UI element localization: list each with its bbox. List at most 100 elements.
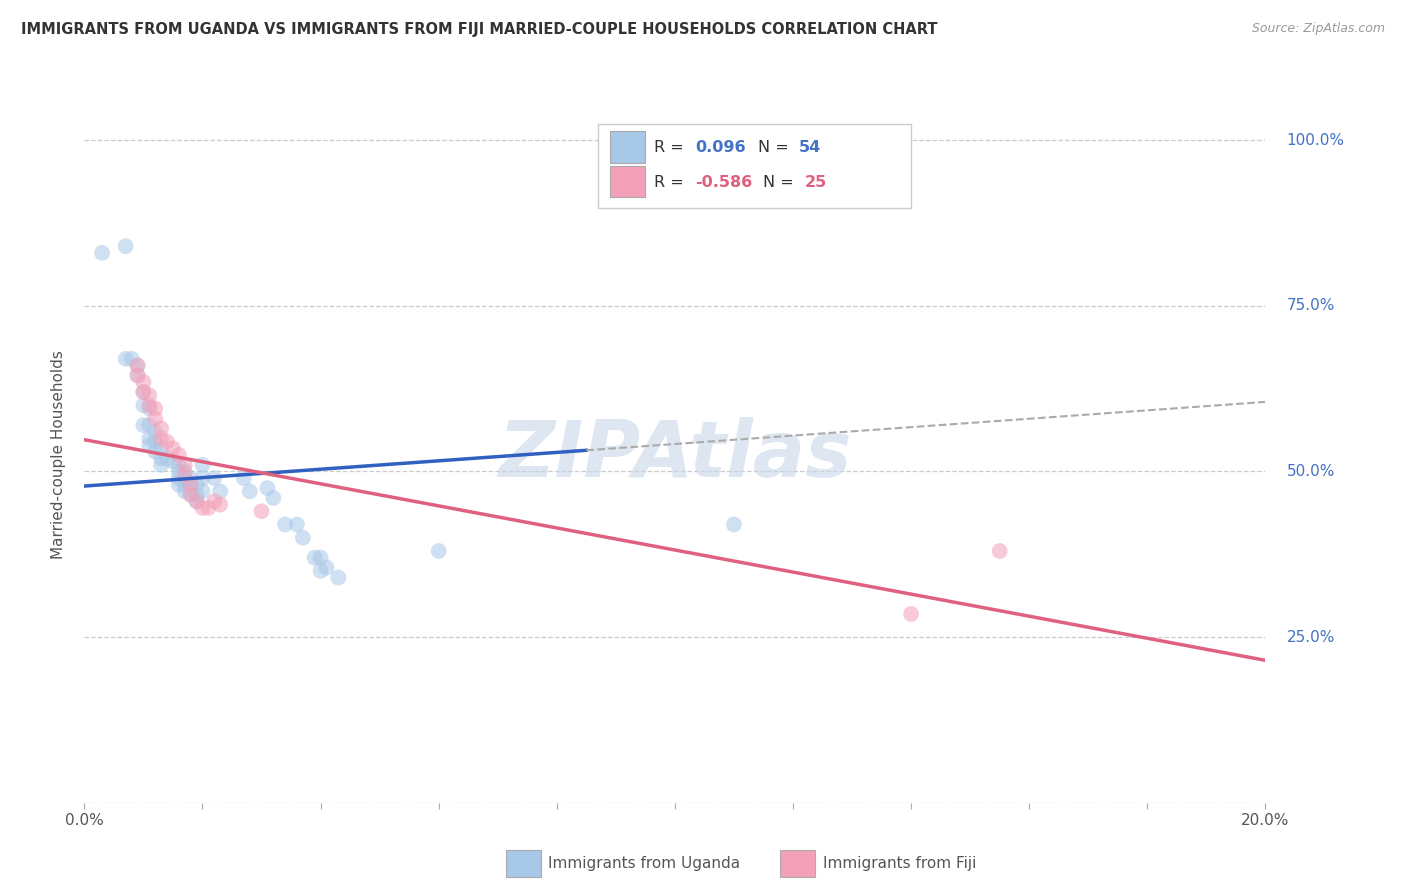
Point: [121, 351, 143, 366]
Point: [309, 564, 332, 578]
Point: [132, 398, 155, 412]
FancyBboxPatch shape: [598, 124, 911, 208]
Point: [173, 458, 195, 472]
Text: R =: R =: [654, 140, 689, 155]
Point: [156, 451, 179, 466]
Point: [328, 570, 350, 584]
Point: [156, 434, 179, 449]
Text: 100.0%: 100.0%: [1286, 133, 1344, 148]
Point: [143, 444, 166, 458]
Text: N =: N =: [758, 140, 793, 155]
Point: [285, 517, 308, 532]
Point: [988, 544, 1011, 558]
Point: [150, 442, 173, 456]
Point: [143, 434, 166, 449]
Point: [138, 388, 160, 402]
Point: [202, 471, 225, 485]
Point: [197, 500, 219, 515]
Point: [180, 477, 202, 491]
Point: [186, 494, 208, 508]
Point: [186, 488, 208, 502]
Point: [180, 471, 202, 485]
Point: [191, 471, 214, 485]
Point: [180, 477, 202, 491]
Point: [191, 458, 214, 472]
Point: [132, 384, 155, 399]
Point: [138, 398, 160, 412]
Point: [180, 488, 202, 502]
Point: [186, 494, 208, 508]
FancyBboxPatch shape: [610, 131, 645, 162]
Point: [173, 467, 195, 482]
Point: [132, 375, 155, 389]
Point: [173, 465, 195, 479]
Point: [167, 477, 190, 491]
Point: [256, 481, 278, 495]
Y-axis label: Married-couple Households: Married-couple Households: [51, 351, 66, 559]
Point: [291, 531, 314, 545]
Point: [173, 471, 195, 485]
Point: [167, 465, 190, 479]
Point: [274, 517, 297, 532]
Point: [191, 484, 214, 499]
Point: [723, 517, 745, 532]
Point: [202, 494, 225, 508]
Point: [143, 425, 166, 439]
Text: Source: ZipAtlas.com: Source: ZipAtlas.com: [1251, 22, 1385, 36]
Point: [127, 359, 149, 373]
Text: 25.0%: 25.0%: [1286, 630, 1334, 645]
Point: [114, 239, 136, 253]
Point: [143, 411, 166, 425]
Point: [209, 484, 232, 499]
Point: [900, 607, 922, 621]
Point: [262, 491, 284, 505]
Text: R =: R =: [654, 175, 689, 190]
Text: 50.0%: 50.0%: [1286, 464, 1334, 479]
Point: [150, 431, 173, 445]
Text: 75.0%: 75.0%: [1286, 298, 1334, 313]
Point: [91, 245, 114, 260]
Point: [309, 550, 332, 565]
Point: [167, 458, 190, 472]
Point: [173, 484, 195, 499]
Point: [138, 418, 160, 433]
Point: [250, 504, 273, 518]
Point: [173, 477, 195, 491]
Point: [167, 448, 190, 462]
Point: [191, 500, 214, 515]
Text: -0.586: -0.586: [695, 175, 752, 190]
Text: 0.096: 0.096: [695, 140, 745, 155]
Point: [239, 484, 262, 499]
Text: Immigrants from Uganda: Immigrants from Uganda: [548, 856, 741, 871]
Point: [127, 359, 149, 373]
Point: [315, 560, 337, 574]
Point: [150, 458, 173, 472]
Text: IMMIGRANTS FROM UGANDA VS IMMIGRANTS FROM FIJI MARRIED-COUPLE HOUSEHOLDS CORRELA: IMMIGRANTS FROM UGANDA VS IMMIGRANTS FRO…: [21, 22, 938, 37]
Point: [114, 351, 136, 366]
Text: N =: N =: [763, 175, 800, 190]
Point: [138, 401, 160, 416]
Point: [427, 544, 450, 558]
Point: [143, 401, 166, 416]
Text: Immigrants from Fiji: Immigrants from Fiji: [823, 856, 976, 871]
Point: [186, 477, 208, 491]
Point: [209, 498, 232, 512]
Text: 25: 25: [804, 175, 827, 190]
Point: [138, 438, 160, 452]
FancyBboxPatch shape: [610, 166, 645, 197]
Point: [127, 368, 149, 383]
Point: [150, 451, 173, 466]
Point: [162, 442, 184, 456]
Point: [127, 368, 149, 383]
Text: 54: 54: [799, 140, 821, 155]
Point: [162, 454, 184, 468]
Point: [232, 471, 254, 485]
Text: ZIPAtlas: ZIPAtlas: [498, 417, 852, 493]
Point: [132, 384, 155, 399]
Point: [304, 550, 326, 565]
Point: [132, 418, 155, 433]
Point: [138, 431, 160, 445]
Point: [180, 488, 202, 502]
Point: [167, 471, 190, 485]
Point: [150, 421, 173, 435]
